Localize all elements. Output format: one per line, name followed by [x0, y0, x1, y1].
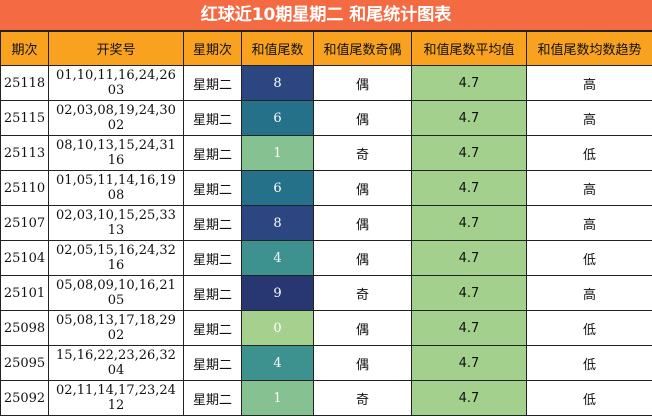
parity-cell: 奇 — [314, 276, 412, 311]
trend-cell: 低 — [527, 346, 652, 381]
period-cell: 25118 — [1, 66, 49, 101]
trend-cell: 低 — [527, 381, 652, 416]
average-cell: 4.7 — [412, 346, 527, 381]
parity-cell: 偶 — [314, 346, 412, 381]
average-cell: 4.7 — [412, 241, 527, 276]
header-numbers: 开奖号 — [49, 32, 184, 66]
sum-tail-cell: 8 — [242, 206, 314, 241]
weekday-cell: 星期二 — [184, 346, 242, 381]
numbers-cell: 01,10,11,16,24,26 03 — [49, 66, 184, 101]
weekday-cell: 星期二 — [184, 381, 242, 416]
numbers-cell: 15,16,22,23,26,32 04 — [49, 346, 184, 381]
header-sum-tail: 和值尾数 — [242, 32, 314, 66]
parity-cell: 奇 — [314, 136, 412, 171]
parity-cell: 奇 — [314, 381, 412, 416]
average-cell: 4.7 — [412, 171, 527, 206]
page-title: 红球近10期星期二 和尾统计图表 — [0, 0, 652, 31]
weekday-cell: 星期二 — [184, 171, 242, 206]
sum-tail-cell: 1 — [242, 136, 314, 171]
weekday-cell: 星期二 — [184, 311, 242, 346]
period-cell: 25113 — [1, 136, 49, 171]
sum-tail-cell: 4 — [242, 241, 314, 276]
numbers-cell: 02,03,10,15,25,33 13 — [49, 206, 184, 241]
weekday-cell: 星期二 — [184, 276, 242, 311]
header-weekday: 星期次 — [184, 32, 242, 66]
period-cell: 25104 — [1, 241, 49, 276]
numbers-cell: 05,08,13,17,18,29 02 — [49, 311, 184, 346]
sum-tail-cell: 1 — [242, 381, 314, 416]
numbers-cell: 08,10,13,15,24,31 16 — [49, 136, 184, 171]
numbers-cell: 02,11,14,17,23,24 12 — [49, 381, 184, 416]
parity-cell: 偶 — [314, 101, 412, 136]
trend-cell: 高 — [527, 276, 652, 311]
weekday-cell: 星期二 — [184, 66, 242, 101]
weekday-cell: 星期二 — [184, 206, 242, 241]
parity-cell: 偶 — [314, 311, 412, 346]
header-row: 期次 开奖号 星期次 和值尾数 和值尾数奇偶 和值尾数平均值 和值尾数均数趋势 — [1, 32, 652, 66]
average-cell: 4.7 — [412, 206, 527, 241]
parity-cell: 偶 — [314, 66, 412, 101]
average-cell: 4.7 — [412, 101, 527, 136]
average-cell: 4.7 — [412, 66, 527, 101]
parity-cell: 偶 — [314, 206, 412, 241]
trend-cell: 高 — [527, 66, 652, 101]
period-cell: 25110 — [1, 171, 49, 206]
numbers-cell: 05,08,09,10,16,21 05 — [49, 276, 184, 311]
header-period: 期次 — [1, 32, 49, 66]
weekday-cell: 星期二 — [184, 101, 242, 136]
sum-tail-cell: 0 — [242, 311, 314, 346]
trend-cell: 高 — [527, 206, 652, 241]
period-cell: 25107 — [1, 206, 49, 241]
sum-tail-cell: 9 — [242, 276, 314, 311]
trend-cell: 高 — [527, 171, 652, 206]
weekday-cell: 星期二 — [184, 241, 242, 276]
header-average: 和值尾数平均值 — [412, 32, 527, 66]
period-cell: 25098 — [1, 311, 49, 346]
period-cell: 25115 — [1, 101, 49, 136]
trend-cell: 低 — [527, 311, 652, 346]
parity-cell: 偶 — [314, 241, 412, 276]
average-cell: 4.7 — [412, 381, 527, 416]
numbers-cell: 01,05,11,14,16,19 08 — [49, 171, 184, 206]
sum-tail-cell: 6 — [242, 101, 314, 136]
sum-tail-cell: 8 — [242, 66, 314, 101]
trend-cell: 高 — [527, 101, 652, 136]
trend-cell: 低 — [527, 241, 652, 276]
average-cell: 4.7 — [412, 136, 527, 171]
sum-tail-cell: 6 — [242, 171, 314, 206]
numbers-cell: 02,03,08,19,24,30 02 — [49, 101, 184, 136]
period-cell: 25095 — [1, 346, 49, 381]
numbers-cell: 02,05,15,16,24,32 16 — [49, 241, 184, 276]
period-cell: 25101 — [1, 276, 49, 311]
average-cell: 4.7 — [412, 311, 527, 346]
stats-table: 期次 开奖号 星期次 和值尾数 和值尾数奇偶 和值尾数平均值 和值尾数均数趋势 … — [0, 31, 652, 416]
trend-cell: 低 — [527, 136, 652, 171]
header-trend: 和值尾数均数趋势 — [527, 32, 652, 66]
average-cell: 4.7 — [412, 276, 527, 311]
header-parity: 和值尾数奇偶 — [314, 32, 412, 66]
period-cell: 25092 — [1, 381, 49, 416]
weekday-cell: 星期二 — [184, 136, 242, 171]
parity-cell: 偶 — [314, 171, 412, 206]
sum-tail-cell: 4 — [242, 346, 314, 381]
